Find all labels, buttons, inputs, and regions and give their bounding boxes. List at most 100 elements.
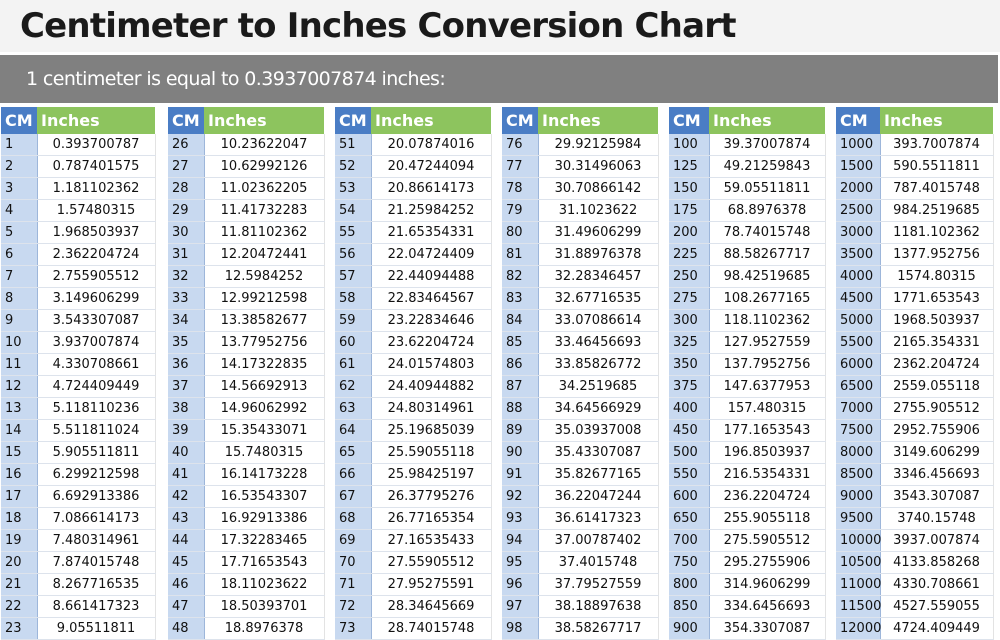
table-row: 13 5.118110236 bbox=[1, 397, 156, 420]
inches-value: 7.874015748 bbox=[37, 551, 156, 574]
table-row: 8000 3149.606299 bbox=[836, 441, 994, 464]
inches-value: 255.9055118 bbox=[709, 507, 826, 530]
table-row: 55 21.65354331 bbox=[335, 221, 492, 244]
cm-value: 2500 bbox=[836, 199, 881, 222]
table-row: 1 0.393700787 bbox=[1, 134, 156, 156]
table-row: 73 28.74015748 bbox=[335, 617, 492, 640]
cm-value: 46 bbox=[168, 573, 205, 596]
inches-value: 39.37007874 bbox=[709, 134, 826, 156]
cm-value: 15 bbox=[1, 441, 38, 464]
inches-value: 12.99212598 bbox=[204, 287, 325, 310]
cm-value: 1 bbox=[1, 134, 38, 156]
cm-value: 225 bbox=[669, 243, 710, 266]
table-row: 9000 3543.307087 bbox=[836, 485, 994, 508]
cm-value: 16 bbox=[1, 463, 38, 486]
inches-value: 0.787401575 bbox=[37, 155, 156, 178]
table-row: 60 23.62204724 bbox=[335, 331, 492, 354]
table-row: 2000 787.4015748 bbox=[836, 177, 994, 200]
table-row: 29 11.41732283 bbox=[168, 199, 325, 222]
cm-value: 4000 bbox=[836, 265, 881, 288]
table-row: 500 196.8503937 bbox=[669, 441, 826, 464]
table-header-row: CM Inches bbox=[1, 107, 155, 134]
table-row: 4500 1771.653543 bbox=[836, 287, 994, 310]
table-row: 91 35.82677165 bbox=[502, 463, 659, 486]
cm-value: 59 bbox=[335, 309, 372, 332]
cm-value: 96 bbox=[502, 573, 539, 596]
inches-value: 35.03937008 bbox=[538, 419, 659, 442]
inches-value: 196.8503937 bbox=[709, 441, 826, 464]
table-row: 3500 1377.952756 bbox=[836, 243, 994, 266]
table-row: 17 6.692913386 bbox=[1, 485, 156, 508]
table-row: 1000 393.7007874 bbox=[836, 134, 994, 156]
table-row: 6500 2559.055118 bbox=[836, 375, 994, 398]
inches-value: 16.14173228 bbox=[204, 463, 325, 486]
inches-value: 37.79527559 bbox=[538, 573, 659, 596]
cm-value: 800 bbox=[669, 573, 710, 596]
cm-value: 9000 bbox=[836, 485, 881, 508]
cm-value: 88 bbox=[502, 397, 539, 420]
inches-value: 88.58267717 bbox=[709, 243, 826, 266]
inches-value: 393.7007874 bbox=[880, 134, 994, 156]
inches-value: 118.1102362 bbox=[709, 309, 826, 332]
cm-value: 14 bbox=[1, 419, 38, 442]
inches-value: 29.92125984 bbox=[538, 134, 659, 156]
inches-column-header: Inches bbox=[204, 107, 324, 134]
inches-value: 36.22047244 bbox=[538, 485, 659, 508]
table-row: 33 12.99212598 bbox=[168, 287, 325, 310]
table-row: 79 31.1023622 bbox=[502, 199, 659, 222]
inches-value: 3543.307087 bbox=[880, 485, 994, 508]
cm-value: 300 bbox=[669, 309, 710, 332]
cm-value: 600 bbox=[669, 485, 710, 508]
cm-value: 54 bbox=[335, 199, 372, 222]
inches-value: 68.8976378 bbox=[709, 199, 826, 222]
inches-value: 3740.15748 bbox=[880, 507, 994, 530]
inches-value: 590.5511811 bbox=[880, 155, 994, 178]
cm-value: 55 bbox=[335, 221, 372, 244]
table-row: 35 13.77952756 bbox=[168, 331, 325, 354]
table-row: 5500 2165.354331 bbox=[836, 331, 994, 354]
cm-value: 78 bbox=[502, 177, 539, 200]
inches-value: 35.43307087 bbox=[538, 441, 659, 464]
inches-value: 25.19685039 bbox=[371, 419, 492, 442]
table-row: 450 177.1653543 bbox=[669, 419, 826, 442]
cm-value: 45 bbox=[168, 551, 205, 574]
subtitle-text: 1 centimeter is equal to 0.3937007874 in… bbox=[26, 68, 446, 90]
table-row: 12000 4724.409449 bbox=[836, 617, 994, 640]
inches-value: 31.88976378 bbox=[538, 243, 659, 266]
table-row: 12 4.724409449 bbox=[1, 375, 156, 398]
inches-value: 13.77952756 bbox=[204, 331, 325, 354]
inches-column-header: Inches bbox=[371, 107, 491, 134]
table-row: 225 88.58267717 bbox=[669, 243, 826, 266]
cm-value: 91 bbox=[502, 463, 539, 486]
inches-value: 33.46456693 bbox=[538, 331, 659, 354]
inches-value: 314.9606299 bbox=[709, 573, 826, 596]
cm-value: 86 bbox=[502, 353, 539, 376]
inches-value: 32.28346457 bbox=[538, 265, 659, 288]
table-row: 400 157.480315 bbox=[669, 397, 826, 420]
cm-value: 41 bbox=[168, 463, 205, 486]
table-row: 4000 1574.80315 bbox=[836, 265, 994, 288]
table-row: 80 31.49606299 bbox=[502, 221, 659, 244]
inches-value: 1.968503937 bbox=[37, 221, 156, 244]
table-row: 350 137.7952756 bbox=[669, 353, 826, 376]
table-header-row: CM Inches bbox=[168, 107, 324, 134]
table-row: 66 25.98425197 bbox=[335, 463, 492, 486]
table-row: 550 216.5354331 bbox=[669, 463, 826, 486]
table-row: 325 127.9527559 bbox=[669, 331, 826, 354]
table-row: 52 20.47244094 bbox=[335, 155, 492, 178]
cm-value: 71 bbox=[335, 573, 372, 596]
inches-value: 14.17322835 bbox=[204, 353, 325, 376]
table-row: 43 16.92913386 bbox=[168, 507, 325, 530]
table-row: 86 33.85826772 bbox=[502, 353, 659, 376]
cm-value: 73 bbox=[335, 617, 372, 640]
inches-value: 11.81102362 bbox=[204, 221, 325, 244]
table-row: 20 7.874015748 bbox=[1, 551, 156, 574]
table-row: 11 4.330708661 bbox=[1, 353, 156, 376]
table-row: 375 147.6377953 bbox=[669, 375, 826, 398]
cm-value: 52 bbox=[335, 155, 372, 178]
cm-value: 700 bbox=[669, 529, 710, 552]
cm-value: 61 bbox=[335, 353, 372, 376]
cm-value: 11500 bbox=[836, 595, 881, 618]
cm-value: 6500 bbox=[836, 375, 881, 398]
inches-value: 26.77165354 bbox=[371, 507, 492, 530]
